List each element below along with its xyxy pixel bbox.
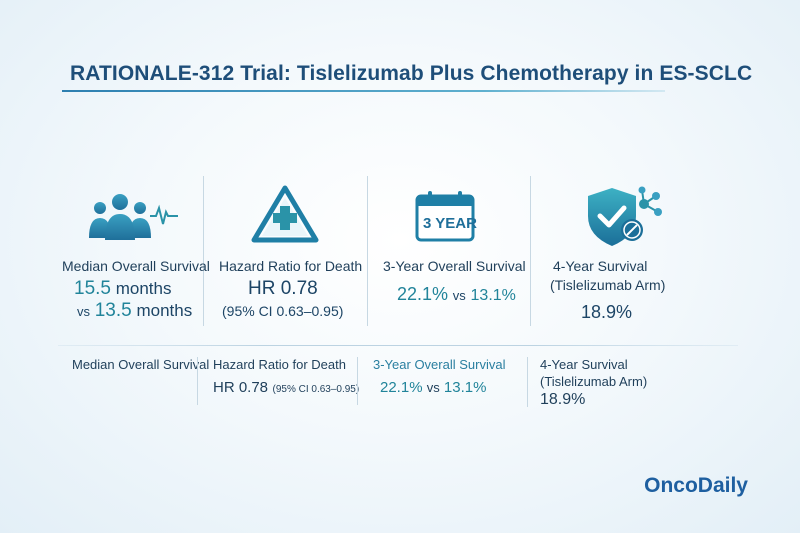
stat-label-sub: (Tislelizumab Arm) xyxy=(550,277,666,293)
divider xyxy=(203,176,204,326)
warning-cross-icon xyxy=(251,185,319,243)
summary-4yr-label: 4-Year Survival xyxy=(540,357,628,372)
divider xyxy=(357,357,358,405)
stat-value-primary: 22.1% vs 13.1% xyxy=(397,284,516,304)
stat-label: 4-Year Survival xyxy=(553,258,648,274)
brand-logo: OncoDaily xyxy=(644,474,748,497)
summary-4yr-label-sub: (Tislelizumab Arm) xyxy=(540,374,648,389)
summary-3yr-label: 3-Year Overall Survival xyxy=(373,357,506,372)
calendar-3-year-icon xyxy=(415,191,475,242)
summary-hr-label: Hazard Ratio for Death xyxy=(213,357,346,372)
shield-check-molecule-icon xyxy=(588,186,662,246)
people-heartbeat-icon xyxy=(89,194,178,240)
stat-label: Median Overall Survival xyxy=(62,258,210,274)
stat-value-primary: 18.9% xyxy=(581,302,633,322)
divider xyxy=(530,176,531,326)
title-underline xyxy=(62,90,665,92)
page-title: RATIONALE-312 Trial: Tislelizumab Plus C… xyxy=(70,62,753,85)
stat-value-comparison: vs 13.5 months xyxy=(77,300,193,321)
stat-value-primary: HR 0.78 xyxy=(248,278,318,299)
stat-value-primary: 15.5 months xyxy=(74,278,172,299)
summary-4yr-value: 18.9% xyxy=(540,391,586,408)
summary-hr-value: HR 0.78 (95% CI 0.63–0.95) xyxy=(213,379,360,396)
stat-value-ci: (95% CI 0.63–0.95) xyxy=(222,303,344,319)
divider xyxy=(527,357,528,407)
divider xyxy=(367,176,368,326)
stat-label: Hazard Ratio for Death xyxy=(219,258,363,274)
divider xyxy=(197,357,198,405)
stat-label: 3-Year Overall Survival xyxy=(383,258,526,274)
section-separator xyxy=(58,345,738,346)
summary-median-os-label: Median Overall Survival xyxy=(72,357,210,372)
summary-3yr-value: 22.1% vs 13.1% xyxy=(380,379,487,396)
calendar-icon-text: 3 YEAR xyxy=(423,215,477,232)
